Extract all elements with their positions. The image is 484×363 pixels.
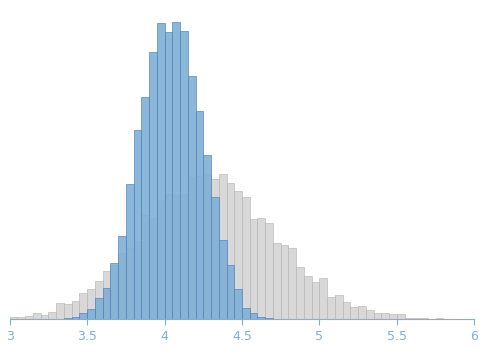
- Bar: [296, 267, 304, 319]
- Bar: [397, 314, 405, 319]
- Bar: [196, 176, 203, 319]
- Bar: [72, 317, 79, 319]
- Bar: [257, 217, 265, 319]
- Bar: [95, 281, 103, 319]
- Bar: [87, 309, 95, 319]
- Bar: [64, 304, 72, 319]
- Bar: [265, 318, 273, 319]
- Bar: [420, 318, 428, 319]
- Bar: [110, 262, 118, 319]
- Bar: [436, 318, 443, 319]
- Bar: [312, 282, 319, 319]
- Bar: [33, 314, 41, 319]
- Bar: [405, 318, 412, 319]
- Bar: [211, 197, 219, 319]
- Bar: [257, 317, 265, 319]
- Bar: [234, 289, 242, 319]
- Bar: [273, 242, 281, 319]
- Bar: [250, 313, 257, 319]
- Bar: [304, 276, 312, 319]
- Bar: [350, 307, 358, 319]
- Bar: [41, 315, 48, 319]
- Bar: [126, 184, 134, 319]
- Bar: [381, 313, 389, 319]
- Bar: [211, 179, 219, 319]
- Bar: [110, 265, 118, 319]
- Bar: [358, 306, 366, 319]
- Bar: [180, 194, 188, 319]
- Bar: [17, 317, 25, 319]
- Bar: [343, 302, 350, 319]
- Bar: [366, 310, 374, 319]
- Bar: [48, 311, 56, 319]
- Bar: [87, 289, 95, 319]
- Bar: [79, 313, 87, 319]
- Bar: [374, 313, 381, 319]
- Bar: [149, 217, 157, 319]
- Bar: [188, 177, 196, 319]
- Bar: [196, 111, 203, 319]
- Bar: [118, 236, 126, 319]
- Bar: [126, 248, 134, 319]
- Bar: [103, 289, 110, 319]
- Bar: [389, 314, 397, 319]
- Bar: [56, 303, 64, 319]
- Bar: [118, 253, 126, 319]
- Bar: [219, 240, 227, 319]
- Bar: [149, 52, 157, 319]
- Bar: [134, 130, 141, 319]
- Bar: [72, 301, 79, 319]
- Bar: [172, 195, 180, 319]
- Bar: [165, 32, 172, 319]
- Bar: [203, 155, 211, 319]
- Bar: [250, 219, 257, 319]
- Bar: [234, 191, 242, 319]
- Bar: [443, 318, 451, 319]
- Bar: [242, 197, 250, 319]
- Bar: [157, 200, 165, 319]
- Bar: [412, 318, 420, 319]
- Bar: [242, 308, 250, 319]
- Bar: [172, 22, 180, 319]
- Bar: [95, 298, 103, 319]
- Bar: [227, 265, 234, 319]
- Bar: [281, 245, 288, 319]
- Bar: [79, 293, 87, 319]
- Bar: [288, 248, 296, 319]
- Bar: [319, 278, 327, 319]
- Bar: [265, 223, 273, 319]
- Bar: [25, 316, 33, 319]
- Bar: [335, 295, 343, 319]
- Bar: [10, 317, 17, 319]
- Bar: [327, 297, 335, 319]
- Bar: [219, 174, 227, 319]
- Bar: [157, 23, 165, 319]
- Bar: [103, 271, 110, 319]
- Bar: [227, 183, 234, 319]
- Bar: [134, 241, 141, 319]
- Bar: [188, 76, 196, 319]
- Bar: [141, 215, 149, 319]
- Bar: [203, 174, 211, 319]
- Bar: [180, 31, 188, 319]
- Bar: [64, 318, 72, 319]
- Bar: [165, 194, 172, 319]
- Bar: [141, 97, 149, 319]
